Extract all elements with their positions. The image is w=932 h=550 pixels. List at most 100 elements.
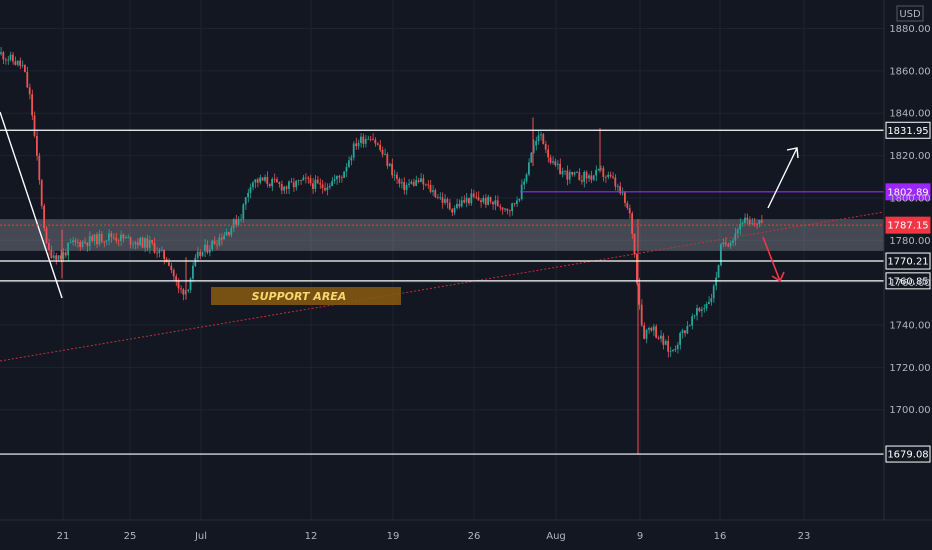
price-tag [885,216,931,234]
candle-body [465,197,468,203]
candle-body [453,208,456,213]
price-tick-label: 1760.00 [889,278,930,289]
candle-body [403,182,405,190]
candle-body [69,242,72,243]
candle-body [187,290,189,291]
candle-body [100,233,103,242]
candle-body [62,252,65,260]
candle-body [348,160,350,168]
candle-body [141,237,144,248]
candle-body [705,304,708,309]
candle-body [295,180,297,188]
candle-body [36,135,38,156]
price-axis: 1880.00 1860.00 1840.00 1820.00 1800.00 1780.… [883,0,931,520]
candle-body [9,54,12,60]
candle-body [216,244,218,246]
candle-body [364,139,367,144]
candle-body [50,249,53,258]
candle-body [753,223,756,225]
candle-body [681,330,684,333]
candle-body [662,335,665,345]
candle-body [374,139,377,144]
candle-body [280,184,283,191]
candle-body [408,183,410,185]
candle-body [669,351,672,352]
candle-body [561,171,564,175]
candle-body [28,87,31,95]
candle-body [328,185,331,188]
candle-body [252,182,254,188]
candle-body [748,219,751,225]
candle-body [516,200,518,204]
candle-body [576,172,578,173]
candle-body [38,155,41,181]
candle-body [213,240,216,245]
candle-body [477,197,480,201]
candle-body [535,141,537,146]
candle-body [436,196,439,198]
candle-body [580,180,583,182]
candle-body [672,350,674,352]
candle-body [153,243,156,253]
candle-body [60,255,62,260]
candle-body [532,145,535,153]
candle-body [756,223,758,225]
candle-body [475,196,477,198]
candle-body [568,171,571,180]
candle-body [710,298,713,302]
time-tick-label: Aug [546,531,566,542]
time-tick-label: 9 [637,531,643,542]
candle-body [67,242,69,256]
candle-body [232,219,235,229]
candle-body [160,249,163,251]
candle-body [698,308,701,312]
candle-body [350,157,353,161]
candle-body [285,186,288,189]
candle-body [108,233,110,241]
candle-body [259,177,261,183]
candle-body [525,174,528,182]
candle-body [290,181,293,183]
price-tag [885,121,931,139]
candle-body [117,240,120,242]
candle-body [696,308,698,316]
candle-body [144,238,146,248]
candle-body [256,179,259,183]
candle-body [242,204,245,220]
descending-line [0,111,63,299]
time-tick-label: 21 [57,531,70,542]
candle-body [631,213,633,234]
candle-body [388,163,391,166]
candle-body [381,149,384,155]
candle-body [715,277,717,286]
candle-body [192,265,194,279]
candle-body [115,237,117,241]
candle-body [602,168,605,177]
candle-body [91,236,93,241]
candle-body [688,325,691,327]
candle-body [48,243,50,250]
candle-body [175,276,177,281]
price-tick-label: 1840.00 [889,109,930,120]
candle-body [218,237,221,245]
candle-body [427,184,429,186]
candle-body [127,237,129,238]
candle-body [324,188,326,191]
candle-body [369,138,372,140]
candle-body [513,203,516,205]
candle-body [460,200,463,207]
candle-body [684,330,686,334]
candle-body [7,59,9,61]
candle-body [501,207,504,210]
candle-body [302,177,305,181]
candle-body [240,219,242,220]
candle-body [84,241,86,243]
price-tick-label: 1820.00 [889,151,930,162]
candle-body [588,175,590,179]
candle-body [664,340,667,345]
candle-body [626,203,629,209]
candle-body [468,197,470,204]
candle-body [43,205,45,229]
